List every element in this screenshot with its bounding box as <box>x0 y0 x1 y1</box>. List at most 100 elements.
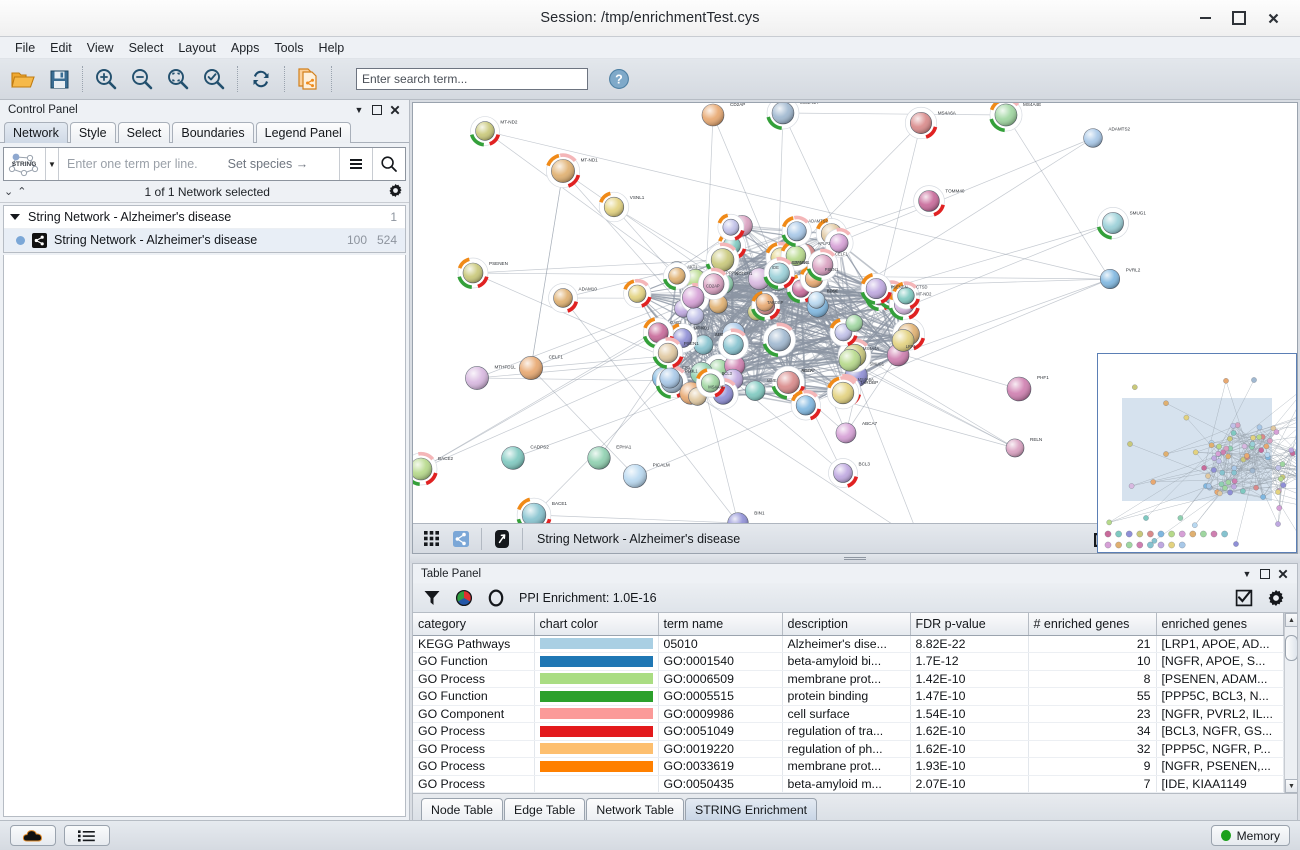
search-input[interactable] <box>356 68 588 90</box>
column-header-category[interactable]: category <box>413 613 535 636</box>
memory-indicator[interactable]: Memory <box>1210 825 1290 846</box>
network-node[interactable] <box>824 227 854 258</box>
vertical-splitter[interactable] <box>410 554 1300 563</box>
string-species-hint[interactable]: Set species → <box>227 157 309 171</box>
network-node[interactable] <box>891 329 915 352</box>
tab-style[interactable]: Style <box>69 122 116 143</box>
network-item-row[interactable]: String Network - Alzheimer's disease 100… <box>4 229 405 252</box>
export-network-icon[interactable] <box>291 62 325 96</box>
expand-all-icon[interactable]: ⌃ <box>17 186 27 198</box>
network-node[interactable] <box>548 283 579 313</box>
table-row[interactable]: GO Function GO:0001540 beta-amyloid bi... 1… <box>413 652 1284 671</box>
network-node[interactable] <box>807 291 826 309</box>
network-node[interactable] <box>623 464 647 488</box>
menu-select[interactable]: Select <box>128 40 164 55</box>
network-node[interactable] <box>501 446 525 470</box>
network-node[interactable] <box>519 356 543 380</box>
gear-icon[interactable] <box>1263 586 1289 610</box>
table-row[interactable]: KEGG Pathways 05010 Alzheimer's dise... 8.8… <box>413 635 1284 653</box>
search-icon[interactable] <box>372 148 405 180</box>
network-node[interactable] <box>1096 207 1129 240</box>
network-node[interactable] <box>516 497 552 523</box>
network-node[interactable] <box>662 262 691 291</box>
network-graph[interactable]: MT-ND2 MT-ND1 VSNL1 CD2AP MS4A4A MS4A6A MS4A4E… <box>413 103 1297 523</box>
zoom-in-icon[interactable] <box>89 62 123 96</box>
network-node[interactable] <box>469 116 501 147</box>
maximize-button[interactable] <box>1222 3 1256 33</box>
minimize-button[interactable] <box>1188 3 1222 33</box>
network-node[interactable] <box>790 389 822 421</box>
network-node[interactable] <box>701 103 725 127</box>
table-row[interactable]: GO Process GO:0051049 regulation of tra...… <box>413 722 1284 741</box>
network-node[interactable] <box>623 278 652 308</box>
share-network-icon[interactable] <box>447 527 475 551</box>
network-node[interactable] <box>695 368 726 398</box>
close-button[interactable] <box>1256 3 1290 33</box>
column-header-description[interactable]: description <box>782 613 911 636</box>
menu-tools[interactable]: Tools <box>274 40 304 55</box>
network-node[interactable] <box>771 365 805 400</box>
table-row[interactable]: GO Function GO:0005515 protein binding 1.47… <box>413 687 1284 706</box>
menu-file[interactable]: File <box>15 40 36 55</box>
network-node[interactable] <box>860 272 892 305</box>
menu-help[interactable]: Help <box>318 40 345 55</box>
tab-network[interactable]: Network <box>4 122 68 143</box>
network-node[interactable] <box>546 153 581 188</box>
menu-view[interactable]: View <box>86 40 114 55</box>
network-node[interactable] <box>781 215 812 247</box>
collapse-all-icon[interactable]: ⌄ <box>4 186 14 198</box>
table-row[interactable]: GO Process GO:0006509 membrane prot... 1.42… <box>413 670 1284 688</box>
donut-chart-icon[interactable] <box>483 586 509 610</box>
search-box[interactable] <box>356 68 588 90</box>
menu-apps[interactable]: Apps <box>230 40 260 55</box>
column-header-fdr-pvalue[interactable]: FDR p-value <box>910 613 1029 636</box>
table-panel-float-icon[interactable] <box>1257 566 1273 582</box>
table-row[interactable]: GO Process GO:0033619 membrane prot... 1.93… <box>413 757 1284 776</box>
enrichment-table-wrapper[interactable]: category chart color term name descripti… <box>413 613 1297 793</box>
network-node[interactable] <box>717 328 749 361</box>
cloud-status-icon[interactable] <box>10 825 56 846</box>
network-node[interactable] <box>693 334 714 355</box>
network-node[interactable] <box>892 281 920 310</box>
table-row[interactable]: GO Process GO:0019220 regulation of ph... 1… <box>413 740 1284 758</box>
pie-chart-icon[interactable] <box>451 586 477 610</box>
column-header-enriched-genes[interactable]: enriched genes <box>1156 613 1284 636</box>
network-node[interactable] <box>457 257 489 289</box>
network-node[interactable] <box>838 348 862 372</box>
network-node[interactable] <box>845 314 864 332</box>
network-node[interactable] <box>1005 438 1025 458</box>
tab-boundaries[interactable]: Boundaries <box>172 122 254 143</box>
tab-legend-panel[interactable]: Legend Panel <box>255 122 351 143</box>
filter-icon[interactable] <box>419 586 445 610</box>
network-node[interactable] <box>727 512 749 523</box>
network-node[interactable] <box>913 185 945 217</box>
scrollbar-thumb[interactable] <box>1285 635 1297 661</box>
column-header-enriched-count[interactable]: # enriched genes <box>1028 613 1157 636</box>
network-node[interactable] <box>717 213 745 241</box>
network-node[interactable] <box>1083 128 1103 148</box>
network-node[interactable] <box>989 103 1023 133</box>
network-node[interactable] <box>659 367 681 389</box>
network-group-row[interactable]: String Network - Alzheimer's disease 1 <box>4 206 405 229</box>
table-row[interactable]: GO Process GO:0050435 beta-amyloid m... 2.0… <box>413 775 1284 793</box>
menu-layout[interactable]: Layout <box>178 40 216 55</box>
table-vertical-scrollbar[interactable]: ▲ ▼ <box>1283 613 1297 793</box>
network-node[interactable] <box>587 446 611 470</box>
table-panel-close-icon[interactable] <box>1275 566 1291 582</box>
network-node[interactable] <box>826 376 860 410</box>
scroll-down-arrow-icon[interactable]: ▼ <box>1285 779 1297 793</box>
tab-node-table[interactable]: Node Table <box>421 798 503 820</box>
menu-edit[interactable]: Edit <box>50 40 72 55</box>
chevron-down-icon[interactable] <box>10 214 20 220</box>
string-species-caret-icon[interactable]: ▼ <box>48 159 56 169</box>
network-node[interactable] <box>413 451 438 486</box>
network-node[interactable] <box>682 286 705 309</box>
network-node[interactable] <box>1099 268 1121 290</box>
scroll-up-arrow-icon[interactable]: ▲ <box>1285 613 1297 627</box>
birds-eye-view[interactable] <box>1097 353 1297 553</box>
network-node[interactable] <box>697 267 730 300</box>
network-node[interactable] <box>755 293 775 312</box>
network-node[interactable] <box>686 306 705 325</box>
open-folder-icon[interactable] <box>6 62 40 96</box>
string-term-input[interactable]: Enter one term per line. Set species → <box>58 148 339 180</box>
